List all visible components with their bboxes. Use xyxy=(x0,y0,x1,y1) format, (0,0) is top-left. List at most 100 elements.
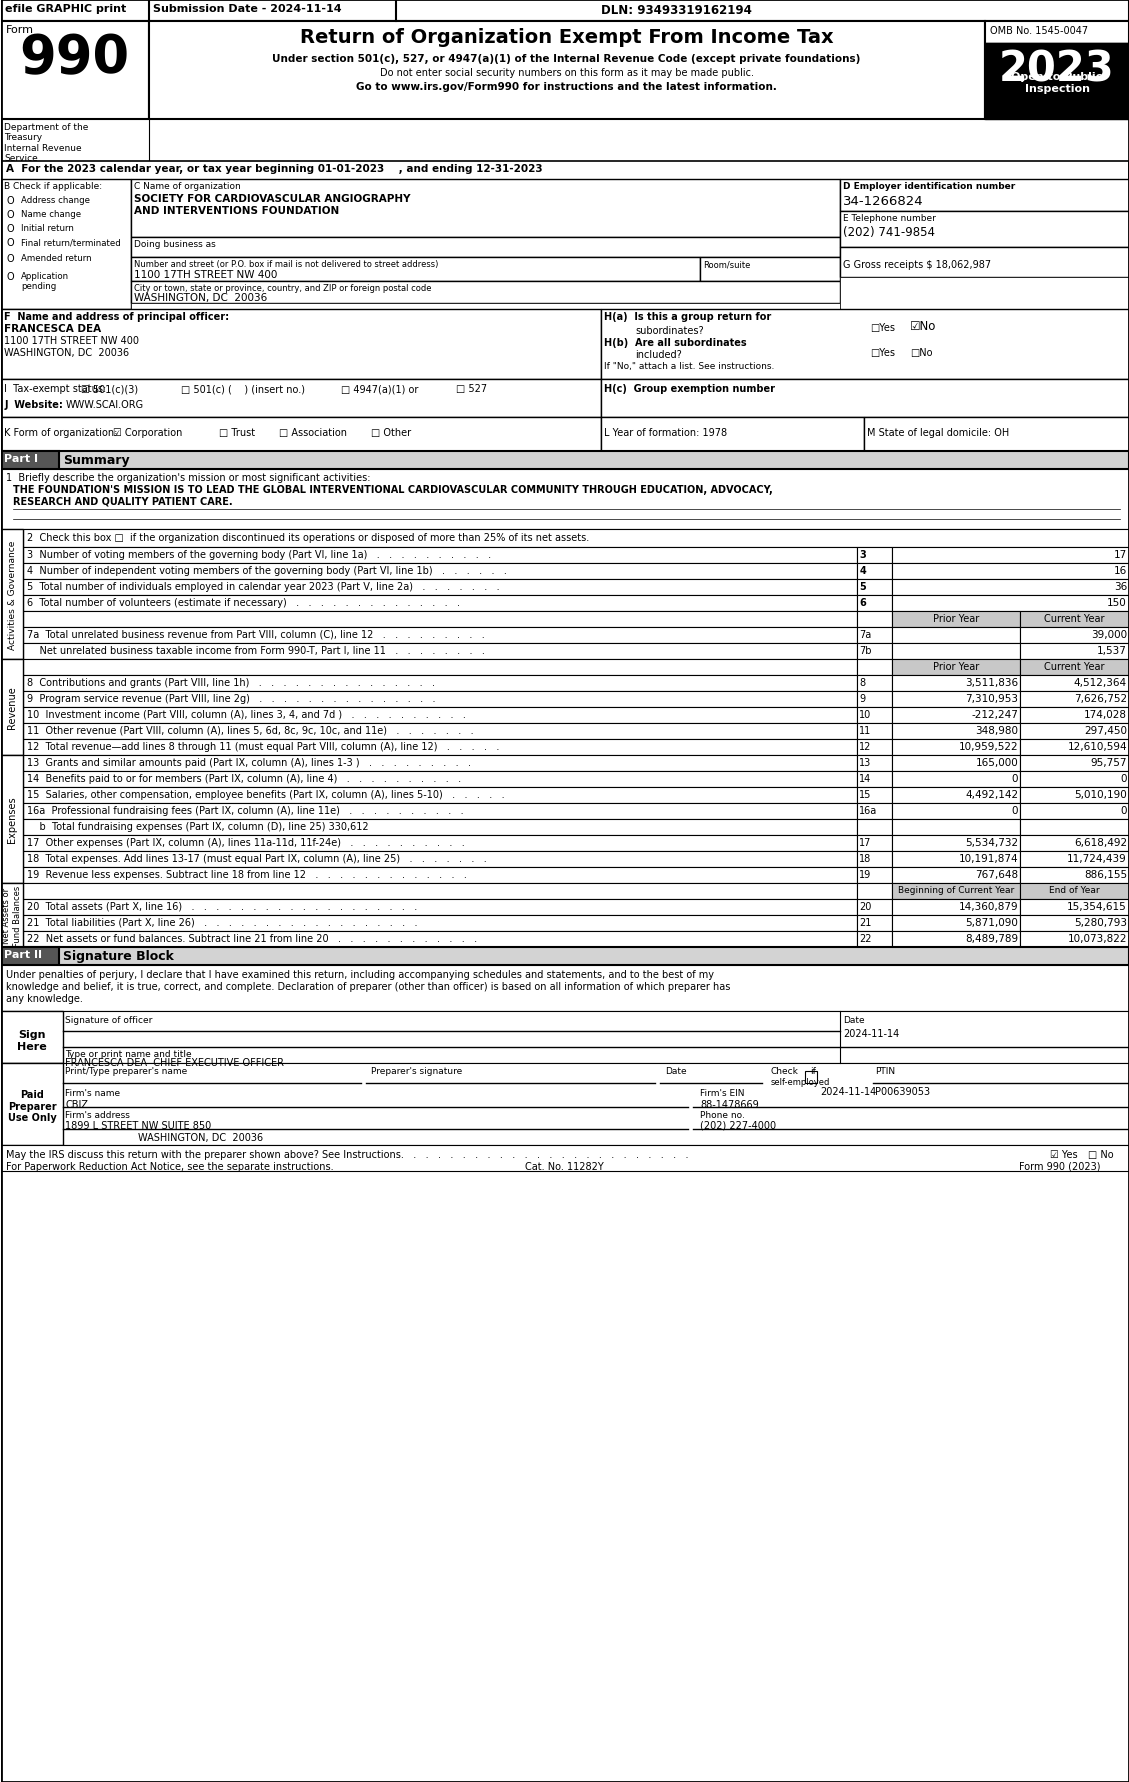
Text: (202) 741-9854: (202) 741-9854 xyxy=(843,226,935,239)
Bar xyxy=(149,21,986,119)
Text: 17  Other expenses (Part IX, column (A), lines 11a-11d, 11f-24e)   .   .   .   .: 17 Other expenses (Part IX, column (A), … xyxy=(27,838,465,848)
Text: 9  Program service revenue (Part VIII, line 2g)   .   .   .   .   .   .   .   . : 9 Program service revenue (Part VIII, li… xyxy=(27,693,436,704)
Bar xyxy=(1021,740,1129,756)
Text: Address change: Address change xyxy=(21,196,90,205)
Text: Final return/terminated: Final return/terminated xyxy=(21,237,121,248)
Bar xyxy=(857,643,892,659)
Text: K Form of organization:: K Form of organization: xyxy=(5,428,117,438)
Text: 16: 16 xyxy=(1113,565,1127,576)
Bar xyxy=(1,659,24,756)
Bar xyxy=(1021,884,1129,900)
Text: A  For the 2023 calendar year, or tax year beginning 01-01-2023    , and ending : A For the 2023 calendar year, or tax yea… xyxy=(6,164,543,175)
Text: 10  Investment income (Part VIII, column (A), lines 3, 4, and 7d )   .   .   .  : 10 Investment income (Part VIII, column … xyxy=(27,709,466,720)
Text: □ 501(c) (    ) (insert no.): □ 501(c) ( ) (insert no.) xyxy=(181,383,305,394)
Text: 18: 18 xyxy=(859,854,872,864)
Text: C Name of organization: C Name of organization xyxy=(134,182,240,191)
Text: 3  Number of voting members of the governing body (Part VI, line 1a)   .   .   .: 3 Number of voting members of the govern… xyxy=(27,549,491,560)
Bar xyxy=(892,723,1021,740)
Text: Summary: Summary xyxy=(63,454,130,467)
Text: 297,450: 297,450 xyxy=(1084,725,1127,736)
Text: □ 4947(a)(1) or: □ 4947(a)(1) or xyxy=(341,383,418,394)
Text: FRANCESCA DEA  CHIEF EXECUTIVE OFFICER: FRANCESCA DEA CHIEF EXECUTIVE OFFICER xyxy=(65,1057,285,1067)
Text: 22: 22 xyxy=(859,934,872,943)
Text: End of Year: End of Year xyxy=(1049,886,1100,895)
Bar xyxy=(1,1064,1129,1146)
Bar xyxy=(857,547,892,563)
Bar xyxy=(24,691,857,707)
Text: 2  Check this box □  if the organization discontinued its operations or disposed: 2 Check this box □ if the organization d… xyxy=(27,533,589,544)
Bar xyxy=(857,916,892,932)
Bar xyxy=(1021,627,1129,643)
Text: Submission Date - 2024-11-14: Submission Date - 2024-11-14 xyxy=(154,4,342,14)
Bar xyxy=(857,675,892,691)
Bar xyxy=(892,836,1021,852)
Text: 14  Benefits paid to or for members (Part IX, column (A), line 4)   .   .   .   : 14 Benefits paid to or for members (Part… xyxy=(27,773,462,784)
Text: 1  Briefly describe the organization's mission or most significant activities:: 1 Briefly describe the organization's mi… xyxy=(6,472,370,483)
Text: 0: 0 xyxy=(1012,805,1018,816)
Text: Prior Year: Prior Year xyxy=(933,661,979,672)
Text: Date: Date xyxy=(843,1016,865,1025)
Text: H(c)  Group exemption number: H(c) Group exemption number xyxy=(604,383,774,394)
Text: Paid
Preparer
Use Only: Paid Preparer Use Only xyxy=(8,1089,56,1123)
Text: 19  Revenue less expenses. Subtract line 18 from line 12   .   .   .   .   .   .: 19 Revenue less expenses. Subtract line … xyxy=(27,870,467,880)
Bar xyxy=(1,162,1129,182)
Text: M State of legal domicile: OH: M State of legal domicile: OH xyxy=(867,428,1009,438)
Text: Form: Form xyxy=(6,25,34,36)
Text: 12,610,594: 12,610,594 xyxy=(1067,741,1127,752)
Text: (202) 227-4000: (202) 227-4000 xyxy=(700,1121,777,1130)
Text: □ Trust: □ Trust xyxy=(219,428,255,438)
Bar xyxy=(24,804,857,820)
Text: Under section 501(c), 527, or 4947(a)(1) of the Internal Revenue Code (except pr: Under section 501(c), 527, or 4947(a)(1)… xyxy=(272,53,860,64)
Text: 16a: 16a xyxy=(859,805,877,816)
Bar xyxy=(1021,611,1129,627)
Bar xyxy=(24,611,857,627)
Text: Activities & Governance: Activities & Governance xyxy=(8,540,17,649)
Bar xyxy=(131,258,700,282)
Text: 1899 L STREET NW SUITE 850: 1899 L STREET NW SUITE 850 xyxy=(65,1121,211,1130)
Bar xyxy=(892,563,1129,579)
Text: CBIZ: CBIZ xyxy=(65,1099,88,1110)
Text: 0: 0 xyxy=(1012,773,1018,784)
Text: ☑ Yes: ☑ Yes xyxy=(1050,1149,1078,1160)
Bar xyxy=(131,282,840,303)
Text: if: if xyxy=(811,1066,816,1075)
Text: 14: 14 xyxy=(859,773,872,784)
Bar xyxy=(1,417,601,453)
Text: Go to www.irs.gov/Form990 for instructions and the latest information.: Go to www.irs.gov/Form990 for instructio… xyxy=(356,82,777,93)
Bar xyxy=(1021,756,1129,772)
Text: Amended return: Amended return xyxy=(21,253,91,264)
Text: 13: 13 xyxy=(859,757,872,768)
Text: Net unrelated business taxable income from Form 990-T, Part I, line 11   .   .  : Net unrelated business taxable income fr… xyxy=(27,645,485,656)
Text: 8,489,789: 8,489,789 xyxy=(965,934,1018,943)
Bar xyxy=(857,611,892,627)
Bar xyxy=(857,595,892,611)
Text: City or town, state or province, country, and ZIP or foreign postal code: City or town, state or province, country… xyxy=(134,283,431,292)
Bar xyxy=(24,788,857,804)
Bar xyxy=(24,900,857,916)
Text: 4: 4 xyxy=(859,565,866,576)
Bar xyxy=(601,417,865,453)
Text: 10: 10 xyxy=(859,709,872,720)
Bar xyxy=(892,884,1021,900)
Text: 990: 990 xyxy=(19,32,130,84)
Bar xyxy=(892,627,1021,643)
Bar xyxy=(892,772,1021,788)
Text: Under penalties of perjury, I declare that I have examined this return, includin: Under penalties of perjury, I declare th… xyxy=(6,969,715,980)
Bar xyxy=(131,237,840,258)
Text: L Year of formation: 1978: L Year of formation: 1978 xyxy=(604,428,727,438)
Text: O: O xyxy=(6,225,14,233)
Text: 20  Total assets (Part X, line 16)   .   .   .   .   .   .   .   .   .   .   .  : 20 Total assets (Part X, line 16) . . . … xyxy=(27,902,418,911)
Text: 11,724,439: 11,724,439 xyxy=(1067,854,1127,864)
Text: ☑No: ☑No xyxy=(910,319,937,333)
Bar xyxy=(857,563,892,579)
Text: P00639053: P00639053 xyxy=(875,1087,930,1096)
Text: 2024-11-14: 2024-11-14 xyxy=(843,1028,900,1039)
Bar xyxy=(1,1146,1129,1171)
Bar xyxy=(892,804,1021,820)
Text: J  Website:: J Website: xyxy=(5,399,63,410)
Bar xyxy=(24,579,857,595)
Text: Revenue: Revenue xyxy=(7,686,17,729)
Bar xyxy=(892,707,1021,723)
Text: Expenses: Expenses xyxy=(7,797,17,843)
Bar xyxy=(857,868,892,884)
